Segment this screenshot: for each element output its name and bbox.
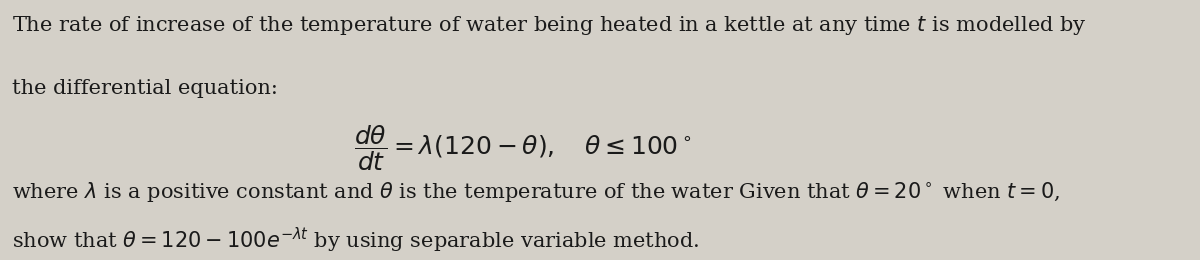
- Text: The rate of increase of the temperature of water being heated in a kettle at any: The rate of increase of the temperature …: [12, 14, 1087, 37]
- Text: the differential equation:: the differential equation:: [12, 80, 277, 99]
- Text: show that $\theta = 120 - 100e^{-\lambda t}$ by using separable variable method.: show that $\theta = 120 - 100e^{-\lambda…: [12, 226, 700, 255]
- Text: $\dfrac{d\theta}{dt} = \lambda(120-\theta), \quad \theta \leq 100^\circ$: $\dfrac{d\theta}{dt} = \lambda(120-\thet…: [354, 124, 691, 173]
- Text: where $\lambda$ is a positive constant and $\theta$ is the temperature of the wa: where $\lambda$ is a positive constant a…: [12, 180, 1060, 204]
